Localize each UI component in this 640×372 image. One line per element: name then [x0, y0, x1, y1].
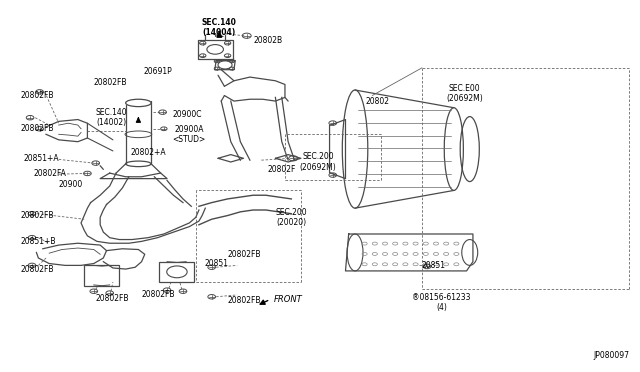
- Text: SEC.200
(20020): SEC.200 (20020): [275, 208, 307, 227]
- Text: SEC.140
(14002): SEC.140 (14002): [96, 108, 127, 127]
- Text: 20802FB: 20802FB: [141, 291, 175, 299]
- Text: SEC.E00
(20692M): SEC.E00 (20692M): [446, 84, 483, 103]
- Text: SEC.200
(20692M): SEC.200 (20692M): [300, 152, 337, 172]
- Text: 20851: 20851: [422, 261, 446, 270]
- Text: JP080097: JP080097: [593, 351, 629, 360]
- Text: 20900A
<STUD>: 20900A <STUD>: [172, 125, 205, 144]
- Bar: [84, 265, 119, 286]
- Text: 20802FB: 20802FB: [96, 294, 129, 303]
- Text: 20802FB: 20802FB: [228, 250, 261, 259]
- Text: ®08156-61233
(4): ®08156-61233 (4): [412, 293, 471, 312]
- Text: 20851+A: 20851+A: [24, 154, 60, 163]
- Text: SEC.140
(14004): SEC.140 (14004): [202, 18, 237, 38]
- Text: 20802: 20802: [366, 97, 390, 106]
- Text: 20851+B: 20851+B: [20, 237, 56, 246]
- Text: 20802F: 20802F: [268, 165, 296, 174]
- Text: 20900: 20900: [59, 180, 83, 189]
- Text: 20802FB: 20802FB: [94, 78, 127, 87]
- Text: 20802FB: 20802FB: [20, 211, 54, 220]
- Text: 20802FB: 20802FB: [20, 264, 54, 273]
- Text: 20802FB: 20802FB: [228, 296, 261, 305]
- Text: 20802B: 20802B: [253, 36, 282, 45]
- Text: 20900C: 20900C: [172, 109, 202, 119]
- Text: 20802FB: 20802FB: [20, 91, 54, 100]
- Text: 20691P: 20691P: [143, 67, 172, 76]
- Text: FRONT: FRONT: [274, 295, 303, 304]
- Text: 20802+A: 20802+A: [130, 148, 166, 157]
- Bar: [159, 262, 195, 282]
- Text: 20802FB: 20802FB: [20, 124, 54, 133]
- Text: 20851: 20851: [204, 259, 228, 268]
- Text: 20802FA: 20802FA: [33, 169, 66, 177]
